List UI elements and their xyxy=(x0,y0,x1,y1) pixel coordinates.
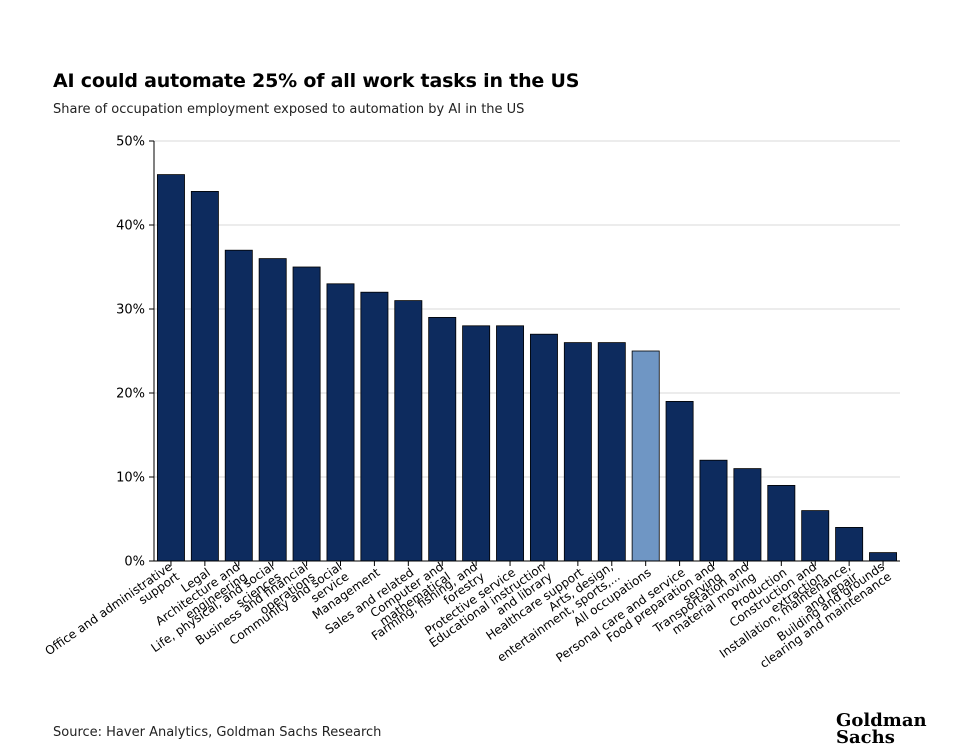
bar xyxy=(156,174,185,562)
y-tick-label: 20% xyxy=(116,387,145,402)
y-tick-label: 0% xyxy=(124,555,145,570)
chart-subtitle: Share of occupation employment exposed t… xyxy=(53,102,525,117)
y-tick-label: 50% xyxy=(116,135,145,150)
y-tick-label: 40% xyxy=(116,219,145,234)
bar xyxy=(767,484,796,562)
bar xyxy=(462,325,491,562)
chart-title: AI could automate 25% of all work tasks … xyxy=(53,70,580,92)
bar xyxy=(563,342,592,562)
bar xyxy=(360,291,389,562)
bar xyxy=(597,342,626,562)
bar xyxy=(801,510,830,562)
bar xyxy=(631,350,660,562)
y-tick-label: 10% xyxy=(116,471,145,486)
bar xyxy=(190,190,219,562)
bar xyxy=(529,333,558,562)
bar xyxy=(496,325,525,562)
source-note: Source: Haver Analytics, Goldman Sachs R… xyxy=(53,725,382,740)
logo-line-1: Goldman xyxy=(836,710,927,731)
bar xyxy=(699,459,728,562)
logo-line-2: Sachs xyxy=(836,727,895,748)
bar xyxy=(394,300,423,562)
y-tick-labels: 0% 10% 20% 30% 40% 50% xyxy=(116,135,145,570)
axes xyxy=(149,140,900,566)
bar xyxy=(869,552,898,562)
bar xyxy=(733,468,762,562)
bar xyxy=(428,316,457,562)
x-tick-labels: Office and administrativesupportLegalArc… xyxy=(42,560,893,671)
goldman-sachs-logo: Goldman Sachs xyxy=(836,710,927,748)
bar xyxy=(665,400,694,562)
bar xyxy=(224,249,253,562)
bar xyxy=(258,258,287,562)
bars xyxy=(156,174,898,562)
bar xyxy=(326,283,355,562)
bar xyxy=(835,527,864,562)
bar xyxy=(292,266,321,562)
y-tick-label: 30% xyxy=(116,303,145,318)
